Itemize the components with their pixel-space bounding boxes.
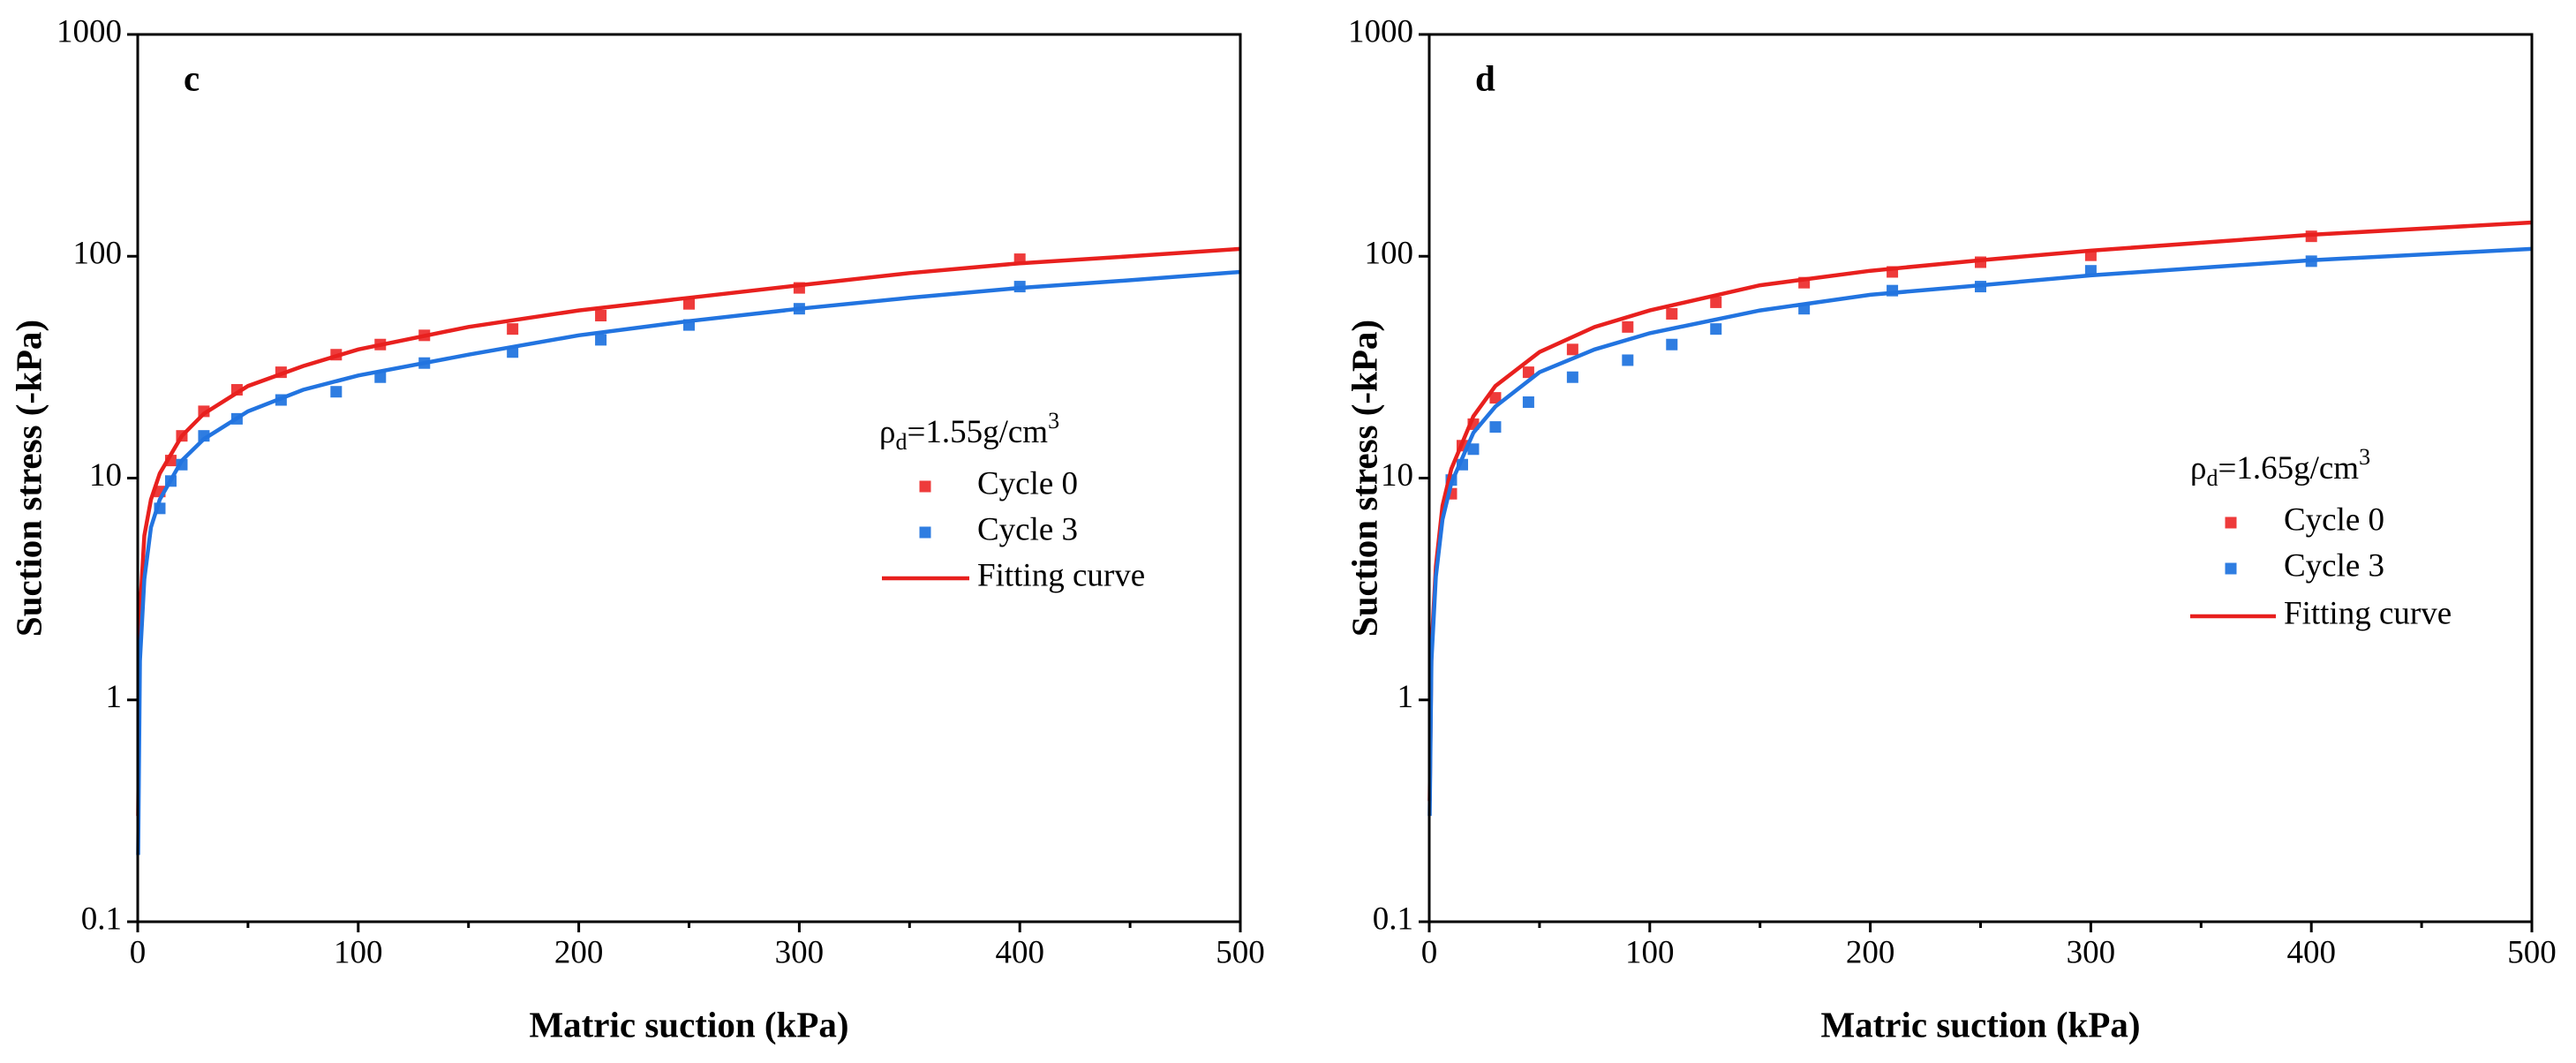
legend-label: Cycle 3 [2284,547,2384,584]
legend-title-main: =1.65g/cm [2218,450,2359,486]
legend-title-sup: 3 [2359,444,2370,470]
legend-marker [2225,562,2237,575]
legend-marker [919,526,931,539]
data-point [1666,307,1678,320]
fit-curve [136,246,1241,817]
y-tick-label: 1 [1397,679,1414,715]
legend-label: Fitting curve [977,557,1145,593]
y-tick-label: 100 [73,236,123,272]
fit-curve [1427,246,2533,817]
data-point [1522,366,1534,379]
data-point [595,309,607,321]
x-tick-label: 300 [775,934,825,970]
legend-title-main: =1.55g/cm [907,414,1048,450]
y-tick-label: 100 [1365,236,1414,272]
y-axis-title: Suction stress (-kPa) [8,320,49,637]
legend-label: Cycle 3 [977,511,1078,547]
data-point [595,334,607,346]
y-tick-label: 0.1 [1373,901,1413,937]
data-point [1566,343,1578,356]
x-tick-label: 100 [1625,934,1675,970]
legend-label: Cycle 0 [977,465,1078,501]
legend-title-sup: 3 [1048,408,1059,433]
y-tick-label: 1000 [1348,13,1413,49]
data-point [507,323,519,335]
x-tick-label: 500 [1216,934,1265,970]
data-point [1666,338,1678,351]
data-point [1566,371,1578,383]
y-tick-label: 10 [1381,457,1413,494]
data-point [1467,443,1480,456]
fit-curve [136,269,1241,856]
data-point [1622,320,1634,333]
x-tick-label: 500 [2507,934,2557,970]
y-axis-title: Suction stress (-kPa) [1344,320,1384,637]
data-point [374,371,387,383]
data-point [1489,392,1502,404]
data-point [1710,323,1722,335]
x-tick-label: 0 [130,934,147,970]
data-point [1710,296,1722,308]
legend-marker [2225,516,2237,529]
data-point [330,386,343,398]
x-axis-title: Matric suction (kPa) [1820,1004,2140,1044]
legend-label: Cycle 0 [2284,501,2384,538]
x-tick-label: 200 [1846,934,1895,970]
y-tick-label: 1000 [56,13,122,49]
x-tick-label: 400 [2286,934,2336,970]
legend-label: Fitting curve [2284,595,2452,631]
data-point [683,298,695,310]
y-tick-label: 1 [106,679,123,715]
x-tick-label: 100 [334,934,383,970]
data-point [1622,354,1634,366]
legend-title: ρd=1.65g/cm3 [2190,444,2370,491]
data-point [1522,396,1534,408]
panel-label: d [1475,57,1495,98]
y-tick-label: 0.1 [81,901,122,937]
legend-title-base: ρ [2190,450,2206,486]
y-tick-label: 10 [89,457,122,494]
x-tick-label: 400 [995,934,1044,970]
legend-marker [919,480,931,493]
x-tick-label: 300 [2067,934,2116,970]
legend-title-sub: d [2206,465,2218,491]
x-axis-title: Matric suction (kPa) [529,1004,848,1044]
legend-title: ρd=1.55g/cm3 [879,408,1059,455]
x-tick-label: 200 [554,934,604,970]
x-tick-label: 0 [1421,934,1438,970]
legend-title-base: ρ [879,414,895,450]
data-point [1489,421,1502,433]
plot-frame [1427,33,2534,924]
panel-label: c [184,57,200,98]
legend-title-sub: d [895,429,907,455]
